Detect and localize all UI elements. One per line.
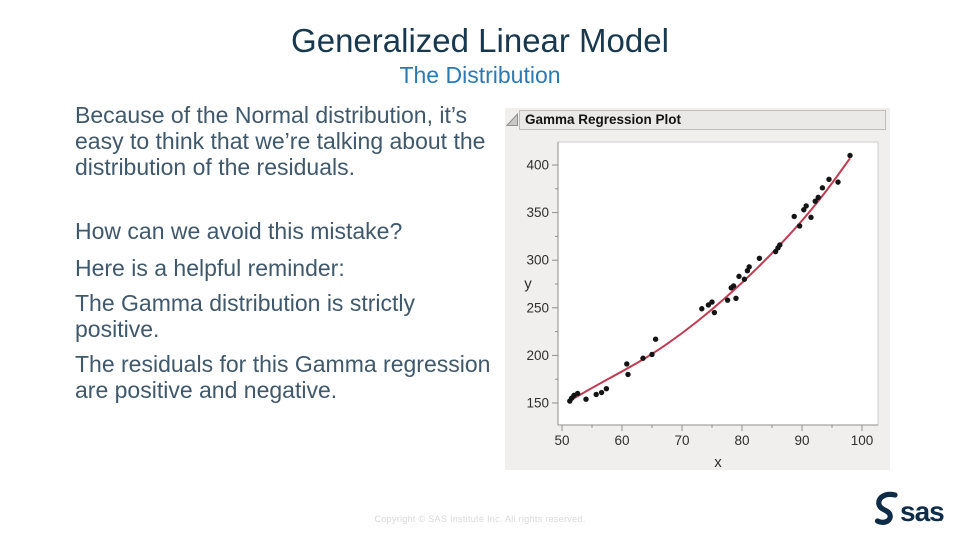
scatter-point [730,283,737,289]
scatter-point [593,391,599,398]
x-tick-label: 100 [851,433,874,448]
scatter-point [640,355,646,361]
scatter-point [826,176,832,182]
x-tick-label: 60 [614,433,629,448]
scatter-point [574,390,581,397]
scatter-point [819,185,826,191]
sas-logo-registered-dot [939,518,943,521]
slide-footer-copyright: Copyright © SAS Institute Inc. All right… [374,514,586,524]
scatter-point [746,264,752,270]
scatter-point [741,276,748,282]
y-tick-label: 400 [526,158,549,173]
disclosure-triangle-icon[interactable] [506,113,519,127]
chart-panel-header: Gamma Regression Plot [519,110,886,130]
scatter-point [756,255,763,261]
paragraph: The Gamma distribution is strictly posit… [75,290,415,342]
scatter-point [803,203,809,209]
paragraph: Because of the Normal distribution, it’s… [75,102,486,180]
x-tick-label: 80 [734,433,749,448]
scatter-point [709,299,715,305]
scatter-point [835,179,841,185]
scatter-point [625,371,631,378]
scatter-point [733,295,739,301]
y-axis-label: y [524,276,532,293]
scatter-point [699,306,705,312]
x-tick-label: 50 [554,433,569,448]
chart-panel-title: Gamma Regression Plot [525,112,682,127]
x-tick-label: 70 [674,433,689,448]
chart-panel: Gamma Regression Plot 50 60 70 80 90 100 150 20… [505,108,890,470]
scatter-point [815,194,821,201]
y-tick-label: 250 [526,300,549,315]
fit-line [568,157,851,402]
scatter-point [583,396,589,402]
scatter-point [711,309,718,316]
sas-logo-mark-icon [874,491,898,525]
scatter-point [808,214,814,221]
regression-chart: 50 60 70 80 90 100 150 200 250 300 350 400 x y [524,141,879,470]
x-tick-label: 90 [794,433,809,448]
sas-logo-text: sas [900,496,944,527]
scatter-point [724,297,731,303]
y-tick-label: 350 [526,205,549,220]
paragraph: Here is a helpful reminder: [75,255,345,281]
scatter-point [624,361,630,367]
scatter-point [603,386,610,392]
scatter-point [736,273,742,280]
scatter-point [649,351,655,358]
scatter-point [847,152,853,159]
paragraph: The residuals for this Gamma regression … [75,351,491,403]
scatter-point [791,213,797,220]
scatter-point [777,242,783,248]
scatter-point [796,223,803,229]
sas-logo: sas [874,491,944,527]
scatter-point [812,198,818,204]
scatter-point [598,389,605,396]
x-axis-label: x [714,454,722,470]
y-tick-label: 150 [526,396,549,411]
body-text: Because of the Normal distribution, it’s… [75,102,493,403]
scatter-point [705,302,712,308]
slide-title: Generalized Linear Model [291,22,669,59]
paragraph: How can we avoid this mistake? [75,218,403,244]
y-tick-label: 300 [526,253,549,268]
scatter-point [652,336,659,342]
slide-subtitle: The Distribution [399,62,561,88]
y-tick-label: 200 [526,348,549,363]
